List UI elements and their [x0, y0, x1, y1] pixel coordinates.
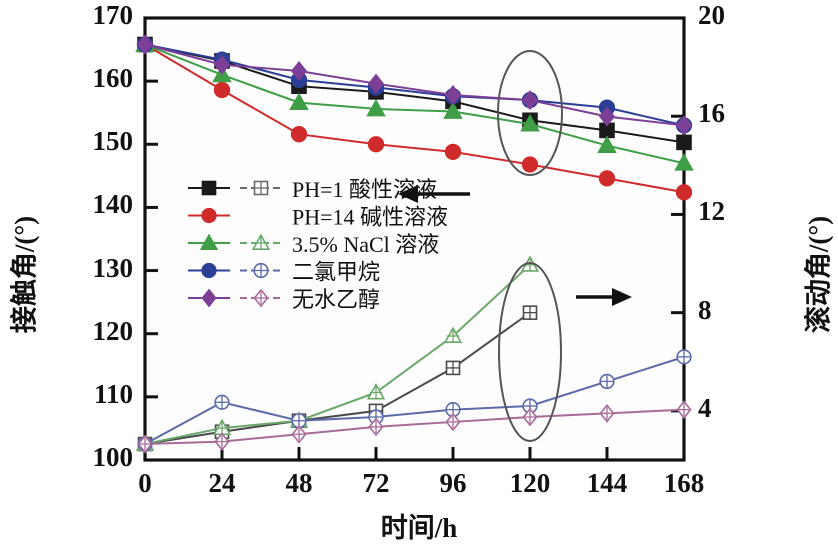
series-1 — [136, 36, 693, 201]
data-point-marker — [290, 126, 308, 143]
data-point-marker — [213, 54, 231, 75]
series-8 — [137, 400, 692, 454]
x-axis-tick-96: 96 — [439, 468, 467, 498]
legend-item-4[interactable]: 无水乙醇 — [188, 287, 380, 312]
data-point-marker — [213, 81, 231, 99]
x-axis-tick-48: 48 — [285, 468, 313, 498]
y-axis-left-tick-170: 170 — [92, 0, 134, 30]
y-axis-right-tick-4: 4 — [698, 392, 712, 423]
legend-label-1: PH=14 碱性溶液 — [292, 205, 448, 230]
data-point-marker — [444, 143, 462, 161]
legend-item-3[interactable]: 二氯甲烷 — [188, 260, 380, 285]
data-point-marker — [367, 136, 385, 153]
x-axis-tick-24: 24 — [208, 468, 236, 498]
data-point-marker — [201, 262, 217, 279]
data-point-marker — [520, 114, 540, 132]
data-point-marker — [675, 184, 693, 201]
data-point-marker — [289, 92, 309, 111]
annotations-group — [398, 50, 632, 442]
data-point-marker — [521, 156, 539, 173]
y-axis-left-tick-100: 100 — [92, 442, 134, 472]
data-point-marker — [367, 73, 385, 94]
data-point-marker — [201, 288, 217, 308]
data-point-marker — [676, 134, 692, 151]
series-4 — [136, 34, 693, 136]
ellipse-upper-group — [497, 50, 563, 176]
y-axis-right-tick-12: 12 — [698, 196, 725, 227]
data-point-marker — [201, 180, 217, 196]
x-axis-tick-144: 144 — [586, 468, 628, 498]
data-point-marker — [675, 115, 693, 136]
y-axis-right-tick-20: 20 — [698, 0, 725, 30]
data-point-marker — [444, 85, 462, 106]
x-axis-tick-72: 72 — [362, 468, 390, 498]
x-axis-tick-120: 120 — [509, 468, 551, 498]
data-point-marker — [443, 101, 463, 119]
y-axis-left-tick-130: 130 — [92, 252, 134, 283]
x-axis-tick-0: 0 — [138, 468, 152, 498]
y-axis-left-tick-150: 150 — [92, 126, 134, 157]
data-point-marker — [136, 34, 154, 55]
x-axis-title: 时间/h — [380, 513, 458, 543]
legend-item-1[interactable]: PH=14 碱性溶液 — [188, 205, 448, 230]
legend-item-2[interactable]: 3.5% NaCl 溶液 — [188, 232, 439, 257]
legend-label-0: PH=1 酸性溶液 — [292, 177, 437, 202]
y-axis-left-tick-160: 160 — [92, 63, 134, 94]
data-point-marker — [290, 61, 308, 82]
data-series-group — [135, 34, 694, 454]
data-point-marker — [598, 106, 616, 127]
y-axis-right-tick-8: 8 — [698, 294, 712, 325]
legend-item-0[interactable]: PH=1 酸性溶液 — [188, 177, 437, 202]
left-arrow-annotation-head — [398, 185, 418, 203]
legend-label-4: 无水乙醇 — [292, 287, 380, 312]
x-axis-tick-168: 168 — [663, 468, 705, 498]
y-axis-left-tick-120: 120 — [92, 315, 134, 346]
right-arrow-annotation-head — [612, 288, 632, 306]
data-point-marker — [199, 233, 219, 250]
data-point-marker — [674, 153, 694, 171]
ellipse-lower-group — [498, 262, 562, 442]
y-axis-left-tick-140: 140 — [92, 189, 134, 220]
data-point-marker — [201, 207, 217, 224]
legend-label-2: 3.5% NaCl 溶液 — [292, 232, 439, 257]
data-point-marker — [598, 170, 616, 187]
data-point-marker — [366, 98, 386, 117]
legend-label-3: 二氯甲烷 — [292, 260, 380, 285]
y-axis-left-tick-110: 110 — [93, 378, 133, 409]
data-point-marker — [521, 90, 539, 111]
data-point-marker — [597, 135, 617, 153]
y-axis-right-tick-16: 16 — [698, 98, 725, 129]
